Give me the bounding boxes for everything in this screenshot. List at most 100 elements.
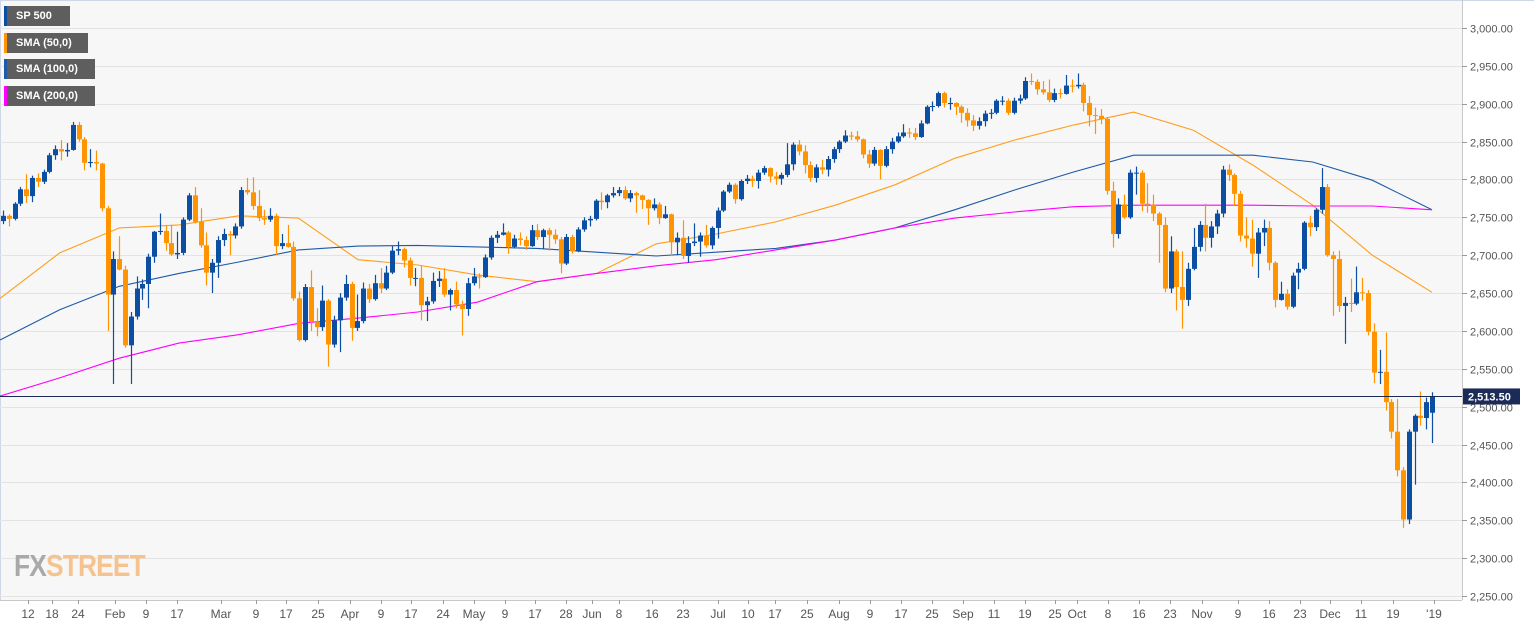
candle-up <box>1134 166 1139 195</box>
candle-up <box>1430 392 1435 444</box>
candle-down <box>419 265 424 321</box>
candle-body <box>442 278 447 295</box>
candle-body <box>989 112 994 114</box>
x-tick-label: 10 <box>741 607 755 621</box>
y-tick-label: 2,500.00 <box>1470 403 1513 415</box>
candle-up <box>785 143 790 178</box>
candle-body <box>303 287 308 341</box>
candle-up <box>71 121 76 151</box>
candle-up <box>30 175 35 203</box>
y-tick-label: 2,600.00 <box>1470 327 1513 339</box>
candle-body <box>1052 93 1057 100</box>
candle-up <box>437 271 442 288</box>
candle-body <box>1395 431 1400 471</box>
candle-body <box>222 233 227 241</box>
legend-item-sma50[interactable]: SMA (50,0) <box>4 33 88 53</box>
candle-down <box>867 149 872 169</box>
candle-body <box>454 290 459 305</box>
x-tick-label: 25 <box>311 607 325 621</box>
candle-down <box>547 227 552 251</box>
candle-up <box>1221 165 1226 218</box>
candle-down <box>1105 117 1110 195</box>
candle-up <box>739 179 744 201</box>
candle-body <box>47 155 52 172</box>
candle-down <box>1122 194 1127 219</box>
candle-body <box>437 278 442 281</box>
candle-body <box>338 297 343 321</box>
candle-up <box>588 215 593 227</box>
candle-down <box>36 173 41 188</box>
candle-down <box>117 236 122 271</box>
x-tick-label: Dec <box>1319 607 1340 621</box>
candle-body <box>152 231 157 257</box>
x-tick-label: Jul <box>710 607 725 621</box>
candle-body <box>350 283 355 328</box>
candle-body <box>913 133 918 138</box>
legend-item-sp500[interactable]: SP 500 <box>4 6 70 26</box>
y-tick-label: 2,650.00 <box>1470 289 1513 301</box>
candle-body <box>686 243 691 256</box>
candle-body <box>774 176 779 179</box>
legend-item-sma200[interactable]: SMA (200,0) <box>4 86 95 106</box>
x-tick-label: 23 <box>676 607 690 621</box>
candle-down <box>1093 107 1098 135</box>
candle-down <box>599 192 604 210</box>
y-tick-label: 2,400.00 <box>1470 478 1513 490</box>
candle-body <box>1151 204 1156 214</box>
candle-down <box>1157 212 1162 263</box>
candle-down <box>1250 219 1255 267</box>
candle-body <box>123 269 128 346</box>
candle-body <box>1238 193 1243 236</box>
candle-down <box>297 291 302 342</box>
candle-up <box>628 190 633 203</box>
candle-body <box>1250 238 1255 254</box>
candle-body <box>994 100 999 113</box>
candle-body <box>634 193 639 196</box>
candle-body <box>1285 293 1290 307</box>
x-tick-label: 17 <box>404 607 418 621</box>
candle-body <box>129 316 134 346</box>
candle-down <box>524 236 529 250</box>
candle-up <box>872 146 877 166</box>
y-tick-label: 2,800.00 <box>1470 175 1513 187</box>
candle-body <box>663 214 668 219</box>
candle-down <box>100 162 105 212</box>
candle-down <box>1035 79 1040 95</box>
fxstreet-logo: FXSTREET <box>14 548 146 584</box>
candle-down <box>808 161 813 182</box>
candle-body <box>1384 371 1389 403</box>
candle-up <box>47 152 52 174</box>
candle-body <box>77 124 82 140</box>
candle-body <box>1174 251 1179 288</box>
candle-up <box>814 164 819 183</box>
candle-down <box>1180 251 1185 329</box>
candle-up <box>1 210 6 225</box>
sma-lines <box>0 111 1433 397</box>
candle-up <box>1000 96 1005 106</box>
candle-body <box>948 102 953 104</box>
candle-body <box>896 136 901 142</box>
candle-up <box>652 198 657 211</box>
candle-up <box>901 124 906 138</box>
candle-body <box>169 243 174 255</box>
candle-down <box>1029 73 1034 85</box>
candle-body <box>652 204 657 209</box>
candle-down <box>123 265 128 348</box>
legend-item-sma100[interactable]: SMA (100,0) <box>4 59 95 79</box>
x-tick-label: 8 <box>1105 607 1112 621</box>
candle-down <box>1308 215 1313 237</box>
candle-body <box>1325 187 1330 256</box>
candle-body <box>907 132 912 134</box>
candle-down <box>913 127 918 141</box>
candle-up <box>135 276 140 320</box>
candle-body <box>971 120 976 126</box>
y-tick-label: 2,950.00 <box>1470 62 1513 74</box>
y-tick-label: 2,300.00 <box>1470 554 1513 566</box>
candle-up <box>948 97 953 110</box>
candle-down <box>942 91 947 108</box>
candle-body <box>704 235 709 246</box>
candle-body <box>1221 169 1226 214</box>
candle-body <box>1418 415 1423 419</box>
candle-body <box>1180 287 1185 300</box>
candle-body <box>1169 251 1174 289</box>
